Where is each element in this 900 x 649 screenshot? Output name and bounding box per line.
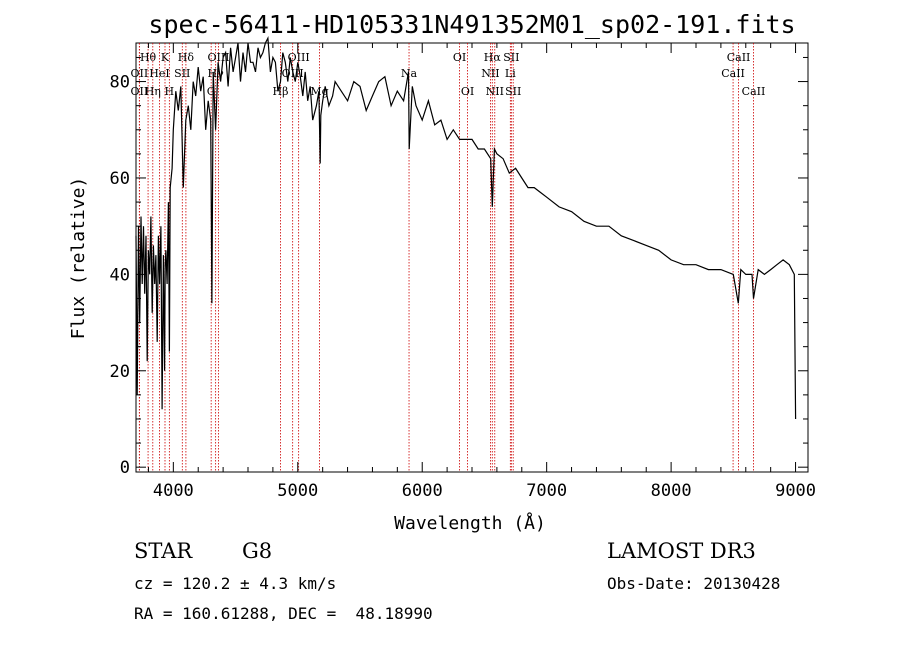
- line-label-24: SII: [505, 85, 521, 98]
- x-tick-label-4000: 4000: [153, 481, 194, 501]
- line-label-21: NII: [486, 85, 504, 98]
- line-label-0: Hθ: [140, 51, 157, 64]
- line-label-25: CaII: [721, 67, 745, 80]
- spectrum-line: [135, 36, 797, 420]
- line-label-7: SII: [174, 67, 190, 80]
- line-label-5: K: [161, 51, 170, 64]
- line-label-26: CaII: [727, 51, 751, 64]
- line-label-1: OII: [131, 67, 149, 80]
- y-tick-label-80: 80: [110, 73, 130, 93]
- x-tick-label-9000: 9000: [775, 481, 816, 501]
- axis-ticks: 4000 5000 6000 7000 8000 9000 0 20 40 60 80: [110, 43, 816, 501]
- obs-date: Obs-Date: 20130428: [607, 574, 781, 593]
- x-tick-label-7000: 7000: [526, 481, 567, 501]
- line-label-12: Hβ: [273, 85, 289, 98]
- line-label-18: OI: [461, 85, 474, 98]
- chart-title: spec-56411-HD105331N491352M01_sp02-191.f…: [148, 10, 795, 39]
- line-label-27: CaII: [742, 85, 766, 98]
- line-label-20: NII: [481, 67, 499, 80]
- line-label-22: SII: [503, 51, 519, 64]
- line-label-4: HeI: [149, 67, 169, 80]
- line-label-8: Hδ: [178, 51, 195, 64]
- line-label-16: Na: [401, 67, 418, 80]
- y-tick-label-40: 40: [110, 265, 130, 285]
- object-subclass: G8: [242, 539, 273, 563]
- line-label-17: OI: [453, 51, 466, 64]
- x-tick-label-8000: 8000: [651, 481, 692, 501]
- y-axis-label: Flux (relative): [68, 177, 89, 340]
- line-label-6: H: [165, 85, 175, 98]
- line-label-2: OII: [131, 85, 149, 98]
- coordinates: RA = 160.61288, DEC = 48.18990: [134, 604, 433, 623]
- spectral-line-markers: [138, 43, 754, 472]
- line-label-11: G: [207, 85, 216, 98]
- line-label-23: Li: [505, 67, 516, 80]
- y-tick-label-60: 60: [110, 169, 130, 189]
- x-tick-label-6000: 6000: [402, 481, 443, 501]
- y-tick-label-20: 20: [110, 362, 130, 382]
- plot-frame: [135, 42, 809, 473]
- line-label-3: Hη: [145, 85, 161, 98]
- redshift-text: cz = 120.2 ± 4.3 km/s: [134, 574, 337, 593]
- line-label-19: Hα: [484, 51, 502, 64]
- survey-name: LAMOST DR3: [607, 539, 756, 563]
- y-tick-label-0: 0: [120, 458, 130, 478]
- x-tick-label-5000: 5000: [277, 481, 318, 501]
- line-label-9: OIII: [207, 51, 229, 64]
- object-class: STAR: [134, 539, 193, 563]
- x-axis-label: Wavelength (Å): [394, 512, 546, 534]
- line-label-13: OIII: [288, 51, 310, 64]
